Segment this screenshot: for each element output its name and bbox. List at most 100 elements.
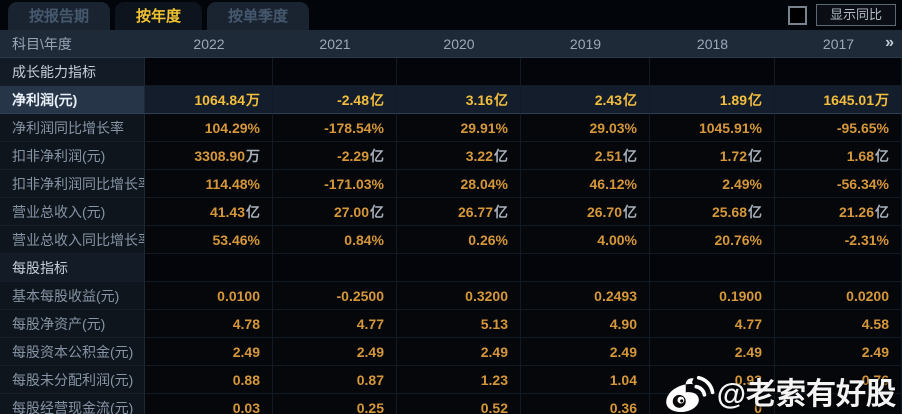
row-label: 营业总收入(元) [0, 198, 145, 226]
cell-2021: -2.48 亿 [273, 86, 397, 114]
cell-2021: 0.84% [273, 226, 397, 254]
cell-2020: 3.16 亿 [397, 86, 521, 114]
cell-2020: 29.91% [397, 114, 521, 142]
cell-2017: 21.26 亿 [775, 198, 902, 226]
row-label: 扣非净利润(元) [0, 142, 145, 170]
cell-2018: 4.77 [650, 310, 775, 338]
cell-2017 [775, 254, 902, 282]
cell-2019: 26.70 亿 [521, 198, 650, 226]
cell-2018: 2.49% [650, 170, 775, 198]
row-label: 净利润(元) [0, 86, 145, 114]
cell-2017: 2.49 [775, 338, 902, 366]
cell-2020: 0.26% [397, 226, 521, 254]
cell-2019: 4.00% [521, 226, 650, 254]
cell-2018: 1045.91% [650, 114, 775, 142]
header-controls: 显示同比 [787, 4, 896, 26]
cell-2018: 1.89 亿 [650, 86, 775, 114]
cell-2017 [775, 58, 902, 86]
row-label: 净利润同比增长率 [0, 114, 145, 142]
cell-2020: 1.23 [397, 366, 521, 394]
table-row[interactable]: 基本每股收益(元) 0.0100 -0.2500 0.3200 0.2493 0.1900… [0, 282, 902, 310]
cell-2018: 0.93 [650, 366, 775, 394]
cell-2019: 1.04 [521, 366, 650, 394]
tab-by-year[interactable]: 按年度 [115, 2, 203, 30]
cell-2017 [775, 394, 902, 414]
cell-2018: 2.49 [650, 338, 775, 366]
cell-2021: -178.54% [273, 114, 397, 142]
cell-2020: 5.13 [397, 310, 521, 338]
cell-2019: 2.43 亿 [521, 86, 650, 114]
cell-2022: 2.49 [145, 338, 273, 366]
row-label: 扣非净利润同比增长率 [0, 170, 145, 198]
cell-2019: 29.03% [521, 114, 650, 142]
cell-2022 [145, 254, 273, 282]
cell-2021: -0.2500 [273, 282, 397, 310]
table-row[interactable]: 营业总收入(元) 41.43 亿 27.00 亿 26.77 亿 26.70 亿 25.68 亿 21… [0, 198, 902, 226]
tab-by-quarter[interactable]: 按单季度 [207, 2, 310, 30]
show-yoy-checkbox[interactable] [787, 5, 807, 25]
cell-2017: 0.76 [775, 366, 902, 394]
cell-2022: 53.46% [145, 226, 273, 254]
cell-2017: 4.58 [775, 310, 902, 338]
table-corner-label: 科目\年度 [12, 35, 72, 52]
cell-2022 [145, 58, 273, 86]
cell-2017: -2.31% [775, 226, 902, 254]
cell-2020: 0.3200 [397, 282, 521, 310]
row-label: 每股经营现金流(元) [0, 394, 145, 414]
row-label: 每股未分配利润(元) [0, 366, 145, 394]
cell-2017: -56.34% [775, 170, 902, 198]
cell-2019: 2.49 [521, 338, 650, 366]
cell-2022: 104.29% [145, 114, 273, 142]
table-row[interactable]: 净利润同比增长率 104.29% -178.54% 29.91% 29.03% 1045.… [0, 114, 902, 142]
cell-2019: 46.12% [521, 170, 650, 198]
cell-2022: 4.78 [145, 310, 273, 338]
cell-2020 [397, 58, 521, 86]
cell-2022: 0.88 [145, 366, 273, 394]
header-year-2022: 2022 [193, 35, 225, 52]
next-columns-pager-icon[interactable]: » [885, 34, 894, 51]
header-year-2020: 2020 [443, 35, 475, 52]
header-year-2019: 2019 [569, 35, 602, 52]
row-label: 每股净资产(元) [0, 310, 145, 338]
cell-2022: 114.48% [145, 170, 273, 198]
table-row[interactable]: 扣非净利润同比增长率 114.48% -171.03% 28.04% 46.12% 2.4… [0, 170, 902, 198]
cell-2021 [273, 58, 397, 86]
cell-2021 [273, 254, 397, 282]
cell-2022: 1064.84 万 [145, 86, 273, 114]
cell-2018: 20.76% [650, 226, 775, 254]
cell-2020: 26.77 亿 [397, 198, 521, 226]
cell-2022: 0.0100 [145, 282, 273, 310]
table-header-row: 科目\年度 2022 2021 2020 2019 2018 2017 » [0, 30, 902, 58]
cell-2019 [521, 58, 650, 86]
row-label: 营业总收入同比增长率 [0, 226, 145, 254]
table-row[interactable]: 每股资本公积金(元) 2.49 2.49 2.49 2.49 2.49 2.49 [0, 338, 902, 366]
tab-bar-tabs: 按报告期 按年度 按单季度 [8, 2, 314, 30]
cell-2021: -171.03% [273, 170, 397, 198]
table-row[interactable]: 扣非净利润(元) 3308.90 万 -2.29 亿 3.22 亿 2.51 亿 1.72 亿 1.6… [0, 142, 902, 170]
cell-2019: 0.2493 [521, 282, 650, 310]
table-row[interactable]: 营业总收入同比增长率 53.46% 0.84% 0.26% 4.00% 20.76% -2.… [0, 226, 902, 254]
cell-2017: 1.68 亿 [775, 142, 902, 170]
table-body: 成长能力指标 净利润(元) 1064.84 万 -2.48 亿 3.16 亿 2.43 亿 1.89… [0, 58, 902, 414]
header-year-2018: 2018 [696, 35, 729, 52]
table-row[interactable]: 每股未分配利润(元) 0.88 0.87 1.23 1.04 0.93 0.76 [0, 366, 902, 394]
table-row[interactable]: 每股净资产(元) 4.78 4.77 5.13 4.90 4.77 4.58 [0, 310, 902, 338]
table-row[interactable]: 每股经营现金流(元) 0.03 0.25 0.52 0.36 0 [0, 394, 902, 414]
tab-by-report-period[interactable]: 按报告期 [8, 2, 111, 30]
show-yoy-toggle-button[interactable]: 显示同比 [815, 4, 896, 26]
cell-2020: 0.52 [397, 394, 521, 414]
cell-2019 [521, 254, 650, 282]
cell-2019: 2.51 亿 [521, 142, 650, 170]
cell-2019: 4.90 [521, 310, 650, 338]
cell-2018: 0 [650, 394, 775, 414]
row-label: 每股指标 [0, 254, 145, 282]
cell-2019: 0.36 [521, 394, 650, 414]
cell-2021: 2.49 [273, 338, 397, 366]
table-row[interactable]: 净利润(元) 1064.84 万 -2.48 亿 3.16 亿 2.43 亿 1.89 亿 1645.… [0, 86, 902, 114]
cell-2018: 1.72 亿 [650, 142, 775, 170]
row-label: 每股资本公积金(元) [0, 338, 145, 366]
cell-2021: 4.77 [273, 310, 397, 338]
cell-2021: 0.25 [273, 394, 397, 414]
tab-bar: 按报告期 按年度 按单季度 显示同比 [0, 0, 902, 30]
